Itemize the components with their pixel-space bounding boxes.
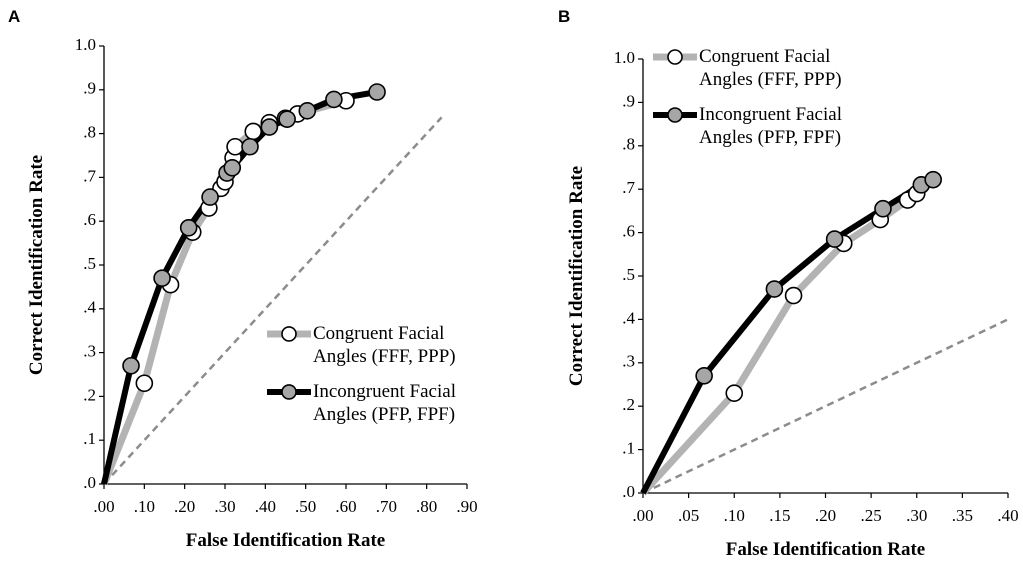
x-tick-label: .10	[724, 506, 745, 525]
y-tick-label: .4	[83, 298, 96, 317]
legend-label: Incongruent Facial Angles (PFP, FPF)	[313, 380, 456, 425]
marker	[201, 188, 219, 206]
marker	[695, 367, 713, 385]
x-tick-label: .20	[815, 506, 836, 525]
x-tick-label: .40	[997, 506, 1018, 525]
y-tick-label: .5	[83, 254, 96, 273]
legend-label: Congruent Facial Angles (FFF, PPP)	[313, 322, 456, 367]
y-tick-label: .4	[622, 308, 635, 327]
y-tick-label: .9	[622, 91, 635, 110]
y-tick-label: .6	[83, 210, 96, 229]
y-tick-label: .6	[622, 222, 635, 241]
marker	[725, 384, 744, 402]
legend-entry: Incongruent Facial Angles (PFP, FPF)	[699, 104, 842, 148]
x-tick-label: .15	[769, 506, 790, 525]
marker	[924, 170, 942, 189]
legend-marker	[281, 384, 297, 400]
y-tick-label: .2	[83, 385, 96, 404]
x-tick-label: .40	[255, 497, 276, 516]
x-tick-label: .80	[416, 497, 437, 516]
y-tick-label: .2	[622, 395, 635, 414]
y-axis-title: Correct Identification Rate	[566, 166, 587, 386]
marker	[825, 230, 844, 248]
y-tick-label: .1	[83, 429, 96, 448]
series-line	[640, 190, 919, 496]
y-tick-label: .8	[622, 135, 635, 154]
marker	[874, 199, 892, 218]
marker	[179, 218, 198, 237]
marker	[241, 137, 259, 156]
marker	[278, 110, 296, 128]
y-tick-label: .0	[622, 482, 635, 501]
marker	[244, 122, 263, 141]
panel-label: B	[558, 7, 570, 26]
x-tick-label: .20	[174, 497, 195, 516]
y-tick-label: .9	[83, 79, 96, 98]
x-tick-label: .10	[134, 497, 155, 516]
marker	[226, 137, 244, 156]
x-tick-label: .25	[861, 506, 882, 525]
x-tick-label: .90	[456, 497, 477, 516]
y-axis-title: Correct Identification Rate	[26, 155, 47, 375]
y-tick-label: .3	[622, 352, 635, 371]
x-tick-label: .60	[335, 497, 356, 516]
marker	[765, 280, 784, 298]
legend-marker	[667, 49, 683, 65]
x-tick-label: .70	[376, 497, 397, 516]
panel-label: A	[8, 7, 20, 26]
x-tick-label: .00	[93, 497, 114, 516]
x-tick-label: .30	[906, 506, 927, 525]
marker	[122, 356, 140, 375]
y-tick-label: 1.0	[614, 48, 635, 67]
y-tick-label: .3	[83, 342, 96, 361]
legend-marker	[281, 326, 297, 342]
legend-entry: Congruent Facial Angles (FFF, PPP)	[699, 46, 842, 90]
legend-label: Incongruent Facial Angles (PFP, FPF)	[699, 104, 842, 148]
marker	[368, 83, 386, 101]
marker	[153, 269, 171, 287]
legend-marker	[667, 107, 683, 123]
x-tick-label: .35	[952, 506, 973, 525]
legend-entry: Incongruent Facial Angles (PFP, FPF)	[313, 380, 456, 425]
marker	[325, 90, 343, 109]
marker	[298, 102, 317, 120]
x-axis-title: False Identification Rate	[726, 539, 925, 560]
x-tick-label: .30	[214, 497, 235, 516]
y-tick-label: .7	[83, 166, 96, 185]
legend-label: Congruent Facial Angles (FFF, PPP)	[699, 46, 842, 90]
y-tick-label: .5	[622, 265, 635, 284]
marker	[223, 158, 242, 177]
x-tick-label: .05	[678, 506, 699, 525]
y-tick-label: .7	[622, 178, 635, 197]
x-tick-label: .50	[295, 497, 316, 516]
chance-line	[642, 318, 1009, 495]
marker	[260, 118, 279, 136]
y-tick-label: .1	[622, 439, 635, 458]
y-tick-label: 1.0	[75, 35, 96, 54]
y-tick-label: .8	[83, 123, 96, 142]
y-tick-label: .0	[83, 473, 96, 492]
x-tick-label: .00	[632, 506, 653, 525]
legend-entry: Congruent Facial Angles (FFF, PPP)	[313, 322, 456, 367]
marker	[784, 286, 803, 305]
x-axis-title: False Identification Rate	[186, 530, 385, 551]
marker	[135, 374, 154, 393]
